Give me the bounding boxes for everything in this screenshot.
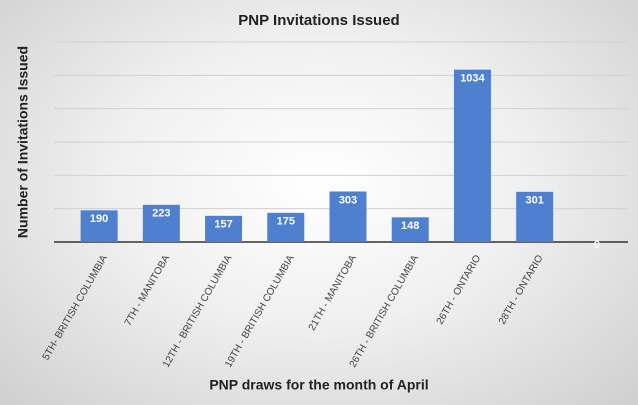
x-tick-label: 7TH - MANITOBA: [123, 253, 173, 328]
x-tick-label: 19TH - BRITISH COLUMBIA: [223, 253, 297, 369]
x-tick-label: 26TH - BRITISH COLUMBIA: [348, 253, 422, 369]
bar: [516, 191, 554, 242]
bar: [142, 204, 180, 242]
value-label: 303: [339, 194, 357, 206]
chart-title: PNP Invitations Issued: [238, 12, 399, 29]
x-tick-label: 28TH - ONTARIO: [497, 253, 546, 326]
x-tick-label: 21TH - MANITOBA: [307, 253, 359, 333]
value-label: 1034: [460, 73, 485, 85]
y-axis-title: Number of Invitations Issued: [15, 46, 31, 238]
value-label: 175: [277, 216, 295, 228]
value-label: 190: [90, 213, 108, 225]
bar: [453, 69, 491, 243]
bar: [205, 215, 243, 242]
value-label: 0: [594, 239, 600, 251]
value-label: 148: [401, 220, 419, 232]
value-label: 157: [214, 219, 232, 231]
x-tick-label: 12TH - BRITISH COLUMBIA: [161, 253, 235, 369]
x-tick-label: 26TH - ONTARIO: [435, 253, 484, 326]
bar: [391, 217, 429, 242]
bar: [80, 210, 118, 242]
value-label: 301: [525, 195, 543, 207]
value-label: 223: [152, 208, 170, 220]
x-tick-label: 5TH- BRITISH COLUMBIA: [41, 253, 110, 362]
bar: [267, 212, 305, 242]
bar: [329, 191, 367, 242]
x-axis-title: PNP draws for the month of April: [209, 377, 428, 393]
